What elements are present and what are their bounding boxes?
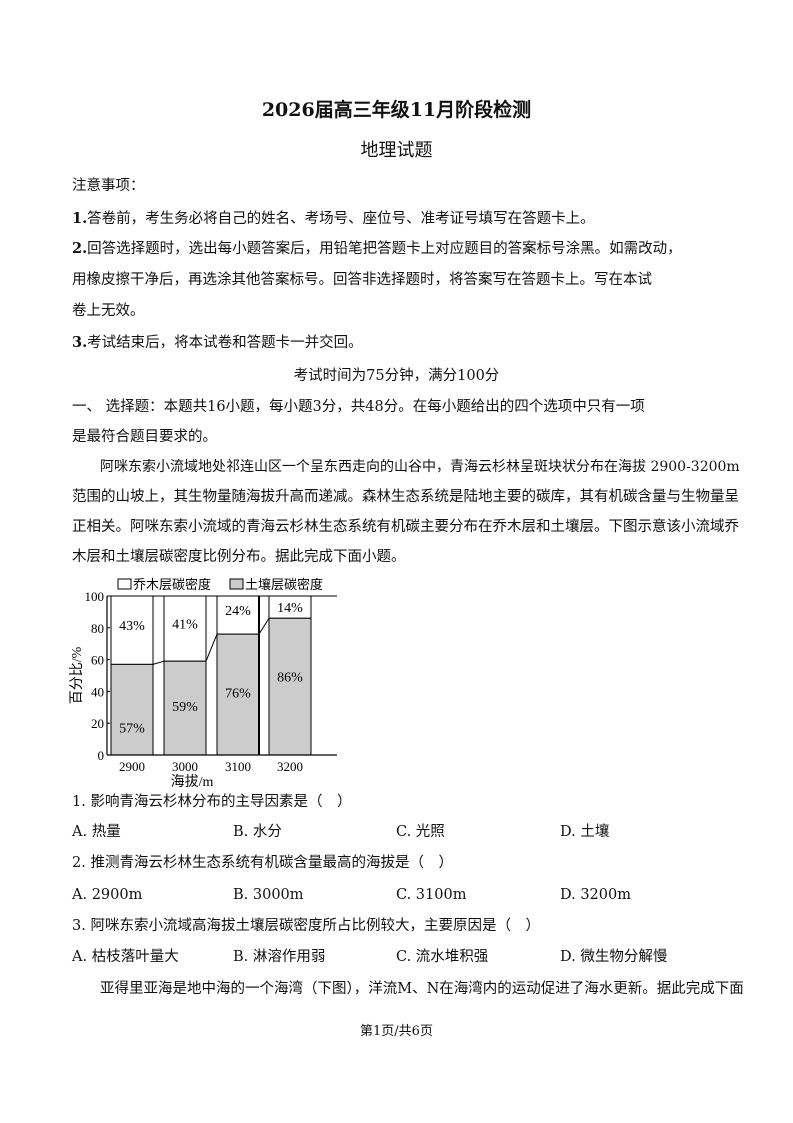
y-tick-label: 80 xyxy=(91,621,104,636)
bar-soil-3200 xyxy=(268,617,312,756)
tree-label: 14% xyxy=(277,601,303,616)
notice-item-2-cont: 卷上无效。 xyxy=(72,303,145,319)
connector-line xyxy=(152,660,165,665)
passage-line: 木层和土壤层碳密度比例分布。据此完成下面小题。 xyxy=(72,549,406,565)
y-tick-label: 0 xyxy=(98,748,105,763)
q3-option-a: A. 枯枝落叶量大 xyxy=(72,949,179,965)
x-tick-label: 3100 xyxy=(225,759,251,774)
tree-label: 41% xyxy=(172,618,198,633)
question-1: 1. 影响青海云杉林分布的主导因素是（ ） xyxy=(72,794,352,810)
page-footer: 第1页/共6页 xyxy=(360,1024,433,1039)
legend-swatch-soil xyxy=(229,578,244,590)
section-heading: 一、 选择题：本题共16小题，每小题3分，共48分。在每小题给出的四个选项中只有… xyxy=(72,399,645,415)
notice-item-3: 3.考试结束后，将本试卷和答题卡一并交回。 xyxy=(72,334,363,351)
y-axis-label: 百分比/% xyxy=(69,646,85,704)
passage-line: 正相关。阿咪东索小流域的青海云杉林生态系统有机碳主要分布在乔木层和土壤层。下图示… xyxy=(72,519,739,535)
q2-option-a: A. 2900m xyxy=(72,887,143,903)
notice-item-1: 1.答卷前，考生务必将自己的姓名、考场号、座位号、准考证号填写在答题卡上。 xyxy=(72,210,595,227)
soil-label: 86% xyxy=(277,671,303,686)
page-title: 2026届高三年级11月阶段检测 xyxy=(261,99,532,121)
q3-option-d: D. 微生物分解慢 xyxy=(560,949,668,965)
y-tick-label: 60 xyxy=(91,653,104,668)
passage-line: 范围的山坡上，其生物量随海拔升高而递减。森林生态系统是陆地主要的碳库，其有机碳含… xyxy=(72,489,739,505)
notice-heading: 注意事项： xyxy=(72,178,145,194)
tree-label: 24% xyxy=(225,604,251,619)
subject-title: 地理试题 xyxy=(360,140,433,161)
q3-option-c: C. 流水堆积强 xyxy=(396,949,489,965)
question-3: 3. 阿咪东索小流域高海拔土壤层碳密度所占比例较大，主要原因是（ ） xyxy=(72,918,540,934)
carbon-density-chart: 57% 43% 2900 59% 41% 3000 76% 24% 3100 86% 14% 3200… xyxy=(69,577,337,790)
soil-label: 76% xyxy=(225,687,251,702)
x-tick-label: 3200 xyxy=(277,759,303,774)
tree-label: 43% xyxy=(119,619,145,634)
x-tick-label: 3000 xyxy=(172,759,198,774)
soil-label: 59% xyxy=(172,700,198,715)
x-axis-label: 海拔/m xyxy=(171,774,214,790)
bar-tree-2900 xyxy=(110,595,154,665)
y-tick-label: 40 xyxy=(91,684,104,699)
connector-line xyxy=(258,617,270,635)
exam-time: 考试时间为75分钟，满分100分 xyxy=(293,368,500,384)
q2-option-c: C. 3100m xyxy=(396,887,467,903)
bar-soil-3000 xyxy=(163,660,207,756)
legend-label-tree: 乔木层碳密度 xyxy=(133,577,211,592)
notice-item-2: 2.回答选择题时，选出每小题答案后，用铅笔把答题卡上对应题目的答案标号涂黑。如需… xyxy=(72,240,682,257)
q1-option-c: C. 光照 xyxy=(396,824,445,840)
passage-2: 亚得里亚海是地中海的一个海湾（下图），洋流M、N在海湾内的运动促进了海水更新。据… xyxy=(100,981,744,997)
q3-option-b: B. 淋溶作用弱 xyxy=(233,949,326,965)
passage-line: 阿咪东索小流域地处祁连山区一个呈东西走向的山谷中，青海云杉林呈斑块状分布在海拔 … xyxy=(100,459,740,475)
q2-option-d: D. 3200m xyxy=(560,887,631,903)
bar-soil-2900 xyxy=(110,663,154,756)
q1-option-d: D. 土壤 xyxy=(560,824,610,840)
notice-item-2-cont: 用橡皮擦干净后，再选涂其他答案标号。回答非选择题时，将答案写在答题卡上。写在本试 xyxy=(72,272,652,288)
section-heading-cont: 是最符合题目要求的。 xyxy=(72,429,217,445)
soil-label: 57% xyxy=(119,721,145,736)
q1-option-b: B. 水分 xyxy=(233,824,282,840)
connector-line xyxy=(205,633,218,662)
y-tick-label: 100 xyxy=(85,589,105,604)
q1-option-a: A. 热量 xyxy=(72,824,121,840)
legend-swatch-tree xyxy=(117,578,132,590)
bar-tree-3000 xyxy=(163,595,207,662)
y-tick-label: 20 xyxy=(91,716,104,731)
legend-label-soil: 土壤层碳密度 xyxy=(245,577,323,592)
q2-option-b: B. 3000m xyxy=(233,887,304,903)
x-tick-label: 2900 xyxy=(119,759,145,774)
question-2: 2. 推测青海云杉林生态系统有机碳含量最高的海拔是（ ） xyxy=(72,855,453,871)
